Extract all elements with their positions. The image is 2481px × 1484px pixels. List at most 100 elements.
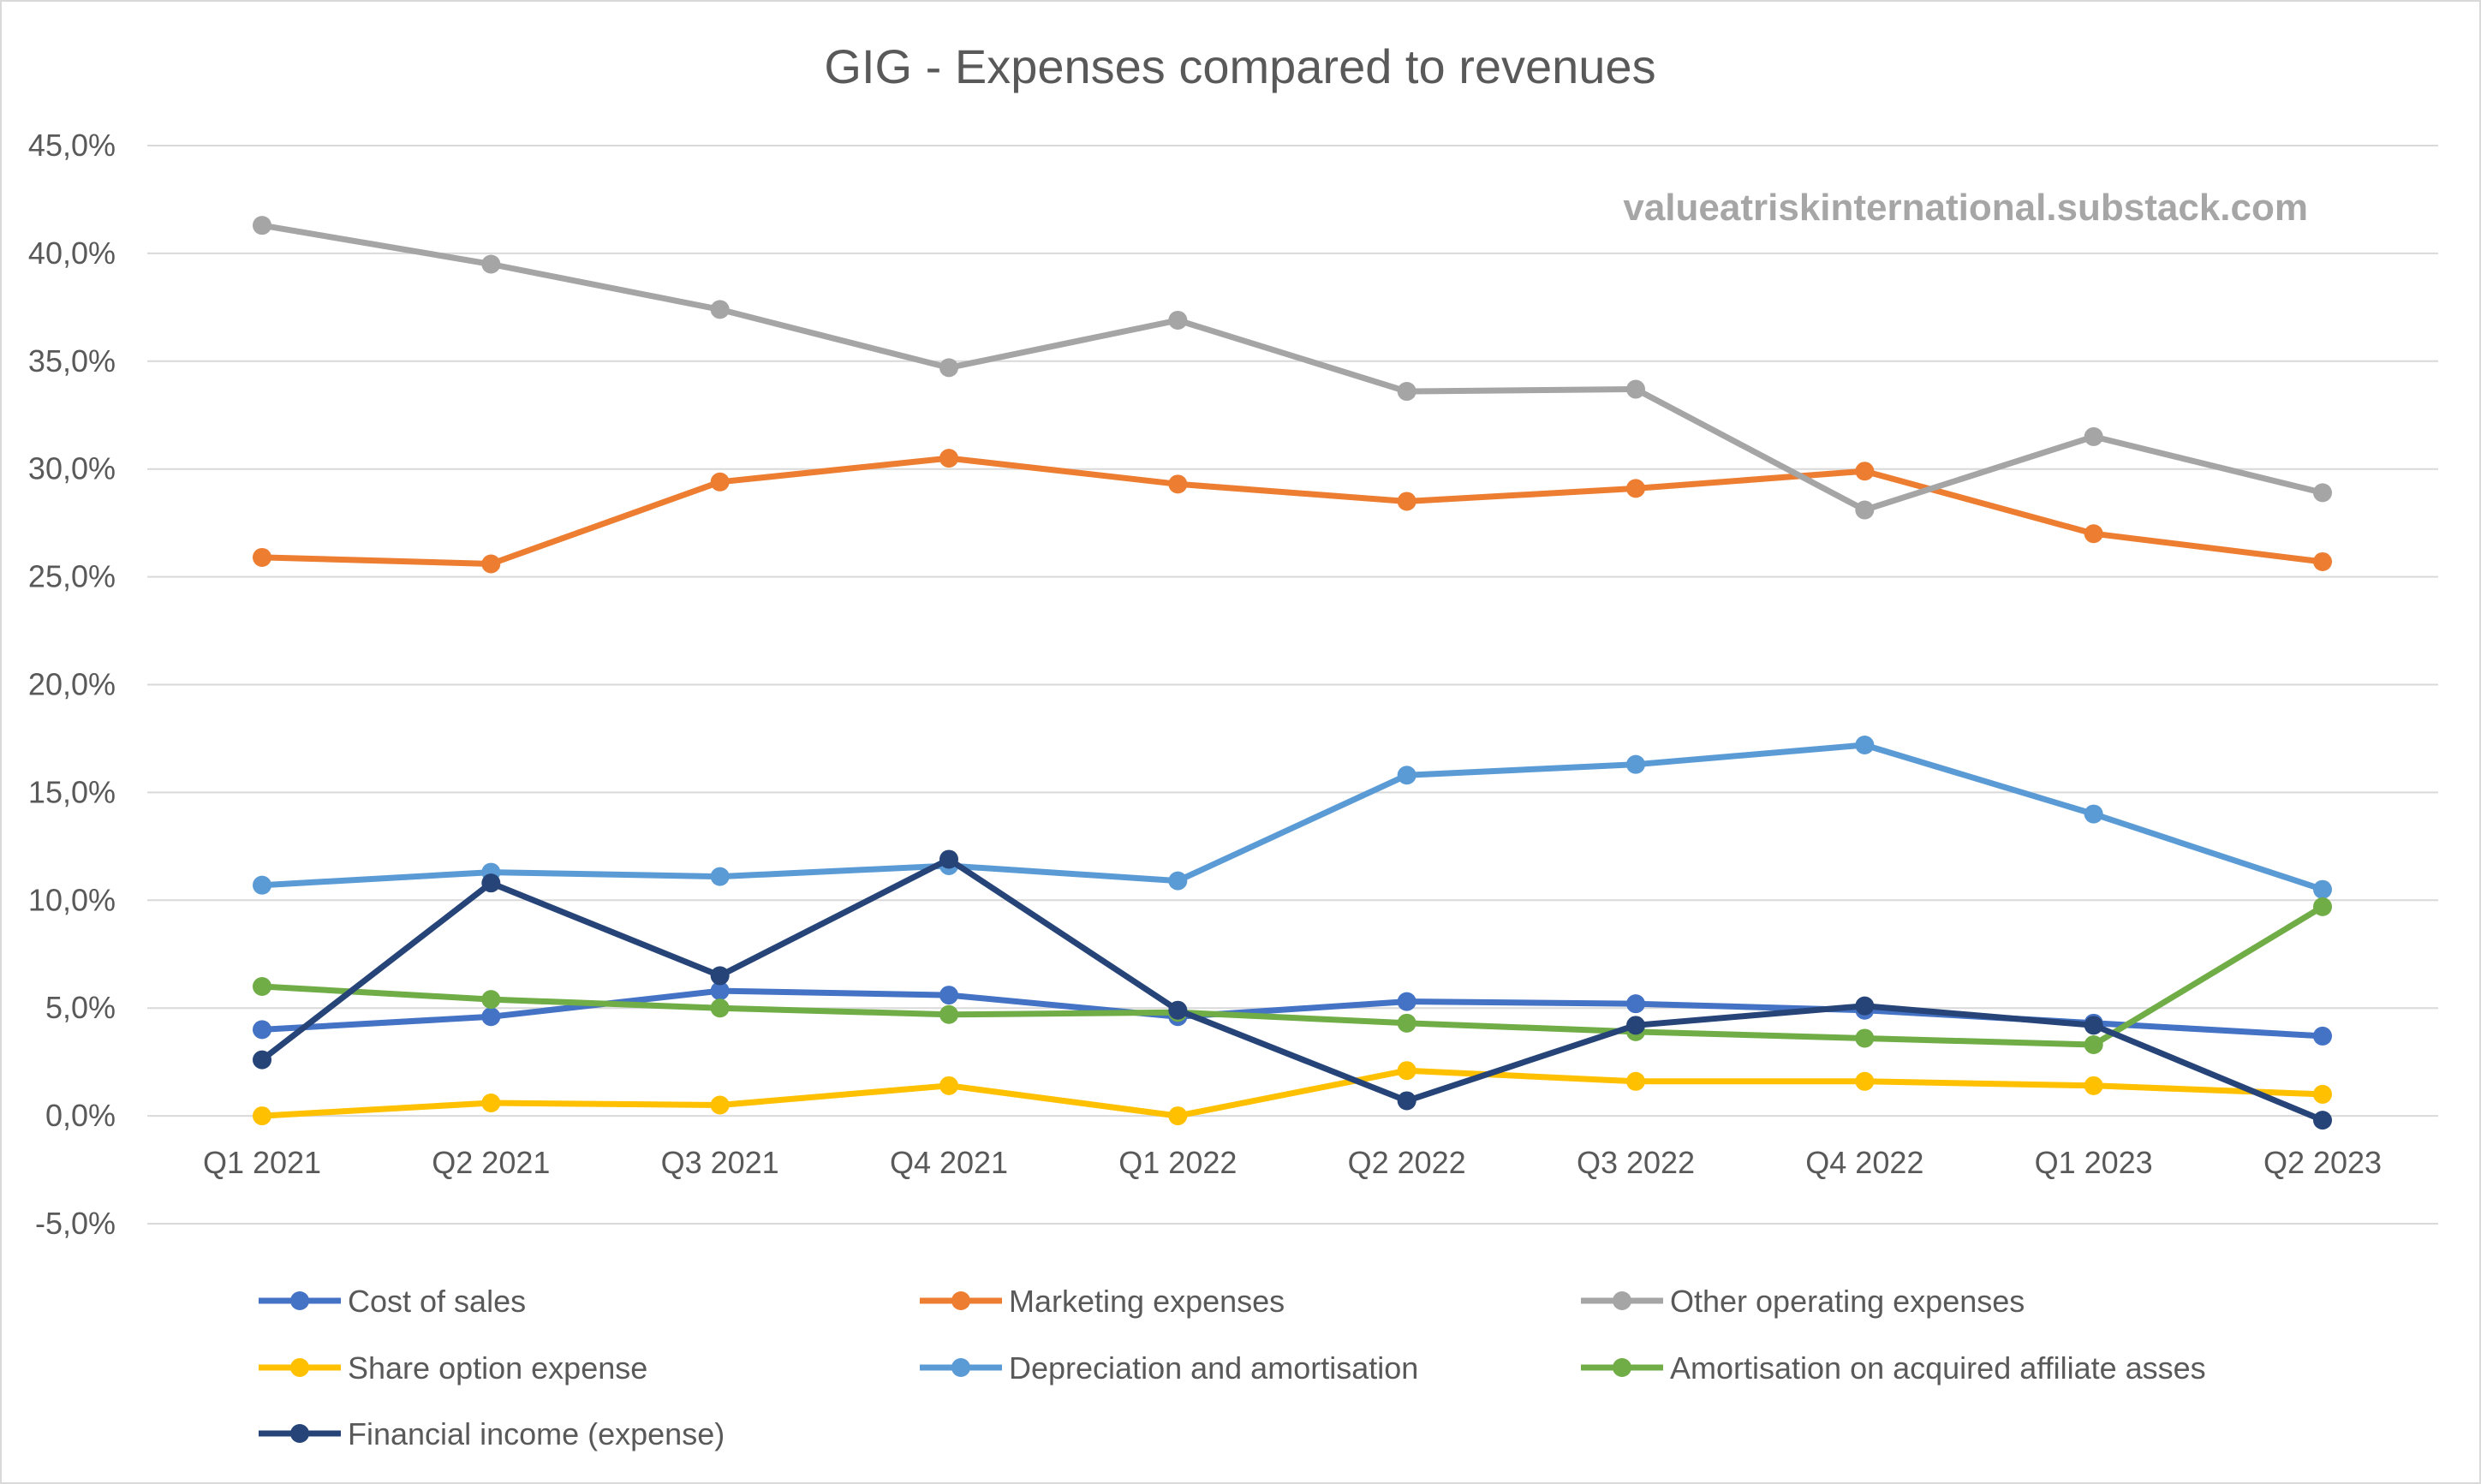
data-point: [710, 300, 730, 319]
data-point: [253, 1050, 271, 1070]
data-point: [2313, 551, 2332, 571]
watermark-text: valueatriskinternational.substack.com: [1623, 187, 2308, 229]
y-tick-label: 40,0%: [28, 235, 116, 271]
chart-title: GIG - Expenses compared to revenues: [824, 39, 1655, 93]
data-point: [2084, 1035, 2103, 1055]
legend-label: Share option expense: [348, 1350, 647, 1386]
data-point: [2313, 1084, 2332, 1104]
y-tick-label: 0,0%: [45, 1098, 116, 1133]
x-axis-tick-labels: Q1 2021 Q2 2021 Q3 2021 Q4 2021 Q1 2022 Q2 20…: [203, 1145, 2382, 1180]
data-point: [1397, 992, 1416, 1011]
series-group: [253, 449, 2332, 574]
series-lines: [253, 216, 2332, 1130]
legend-label: Other operating expenses: [1670, 1284, 2025, 1319]
x-tick-label: Q3 2022: [1577, 1145, 1695, 1180]
data-point: [253, 875, 271, 895]
data-point: [481, 990, 501, 1010]
data-point: [1397, 1091, 1416, 1111]
legend-label: Financial income (expense): [348, 1416, 725, 1451]
data-point: [2084, 524, 2103, 544]
legend-label: Amortisation on acquired affiliate asses: [1670, 1350, 2206, 1386]
legend-swatch-marker: [290, 1358, 309, 1377]
legend-item: Amortisation on acquired affiliate asses: [1581, 1350, 2206, 1386]
data-point: [253, 1106, 271, 1126]
legend-item: Share option expense: [259, 1350, 647, 1386]
legend-swatch-marker: [1613, 1291, 1631, 1310]
legend-label: Cost of sales: [348, 1284, 526, 1319]
data-point: [939, 849, 958, 869]
data-point: [1168, 474, 1188, 494]
legend-swatch-marker: [290, 1291, 309, 1310]
data-point: [253, 216, 271, 235]
data-point: [253, 977, 271, 997]
y-tick-label: 15,0%: [28, 774, 116, 809]
x-tick-label: Q1 2022: [1118, 1145, 1237, 1180]
x-tick-label: Q2 2021: [432, 1145, 550, 1180]
data-point: [1855, 736, 1875, 755]
data-point: [2084, 804, 2103, 824]
data-point: [1626, 994, 1645, 1014]
y-axis-tick-labels: -5,0% 0,0% 5,0% 10,0% 15,0% 20,0% 25,0% 30,0% 35…: [28, 128, 116, 1241]
data-point: [2313, 879, 2332, 899]
legend-label: Depreciation and amortisation: [1009, 1350, 1418, 1386]
data-point: [2313, 483, 2332, 503]
series-group: [253, 736, 2332, 899]
data-point: [1626, 479, 1645, 498]
data-point: [2313, 897, 2332, 916]
data-point: [1855, 500, 1875, 520]
legend-item: Depreciation and amortisation: [920, 1350, 1418, 1386]
y-tick-label: 25,0%: [28, 559, 116, 594]
series-line: [259, 455, 2326, 567]
series-line: [259, 903, 2326, 1048]
gridlines: [147, 145, 2438, 1225]
data-point: [939, 986, 958, 1005]
data-point: [2084, 426, 2103, 446]
legend-swatch-marker: [290, 1424, 309, 1443]
data-point: [253, 1020, 271, 1040]
data-point: [1626, 379, 1645, 399]
data-point: [1855, 996, 1875, 1016]
data-point: [481, 873, 501, 893]
legend-swatch-marker: [1613, 1358, 1631, 1377]
data-point: [939, 1004, 958, 1024]
data-point: [1626, 1016, 1645, 1035]
series-line: [259, 222, 2326, 513]
series-line: [259, 742, 2326, 893]
legend-item: Other operating expenses: [1581, 1284, 2025, 1319]
data-point: [710, 1095, 730, 1115]
legend-swatch-marker: [951, 1291, 970, 1310]
y-tick-label: -5,0%: [35, 1206, 116, 1241]
data-point: [1168, 1106, 1188, 1126]
y-tick-label: 10,0%: [28, 882, 116, 917]
data-point: [939, 1076, 958, 1095]
data-point: [481, 254, 501, 274]
x-tick-label: Q3 2021: [661, 1145, 779, 1180]
data-point: [710, 867, 730, 886]
series-line: [259, 987, 2326, 1040]
data-point: [1397, 1061, 1416, 1081]
legend-item: Financial income (expense): [259, 1416, 725, 1451]
data-point: [1626, 1071, 1645, 1091]
data-point: [710, 966, 730, 986]
y-tick-label: 45,0%: [28, 128, 116, 163]
data-point: [253, 547, 271, 567]
series-group: [253, 897, 2332, 1055]
data-point: [2084, 1016, 2103, 1035]
series-group: [253, 216, 2332, 520]
series-group: [253, 1061, 2332, 1126]
data-point: [710, 472, 730, 492]
data-point: [481, 1093, 501, 1112]
y-tick-label: 35,0%: [28, 343, 116, 378]
data-point: [2313, 1026, 2332, 1046]
data-point: [1168, 871, 1188, 891]
data-point: [1855, 462, 1875, 481]
data-point: [481, 554, 501, 574]
y-tick-label: 20,0%: [28, 667, 116, 702]
legend-swatch-marker: [951, 1358, 970, 1377]
x-tick-label: Q4 2022: [1805, 1145, 1923, 1180]
data-point: [2313, 1111, 2332, 1130]
data-point: [1397, 492, 1416, 511]
series-line: [259, 1067, 2326, 1119]
